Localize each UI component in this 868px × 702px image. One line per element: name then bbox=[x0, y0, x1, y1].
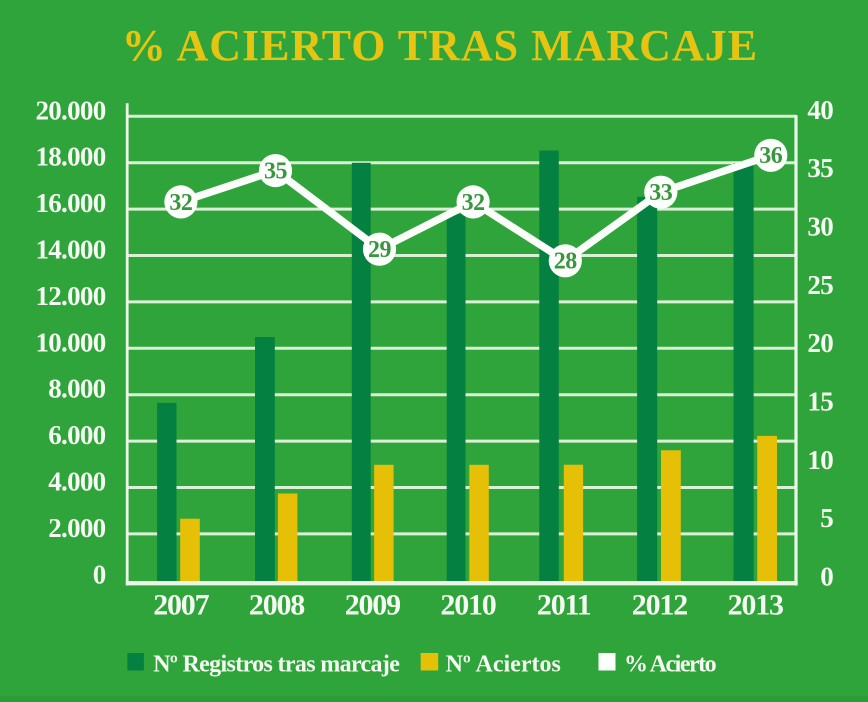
svg-text:10.000: 10.000 bbox=[35, 327, 105, 357]
svg-text:10: 10 bbox=[807, 445, 833, 475]
svg-text:32: 32 bbox=[462, 190, 485, 216]
svg-text:32: 32 bbox=[169, 190, 192, 216]
svg-text:2.000: 2.000 bbox=[48, 513, 105, 543]
svg-text:2012: 2012 bbox=[632, 588, 687, 621]
svg-text:8.000: 8.000 bbox=[48, 374, 105, 404]
svg-text:6.000: 6.000 bbox=[48, 420, 105, 450]
svg-text:14.000: 14.000 bbox=[35, 235, 105, 265]
svg-text:0: 0 bbox=[93, 559, 106, 589]
svg-text:12.000: 12.000 bbox=[35, 281, 105, 311]
svg-text:% ACIERTO TRAS MARCAJE: % ACIERTO TRAS MARCAJE bbox=[122, 21, 758, 70]
svg-text:30: 30 bbox=[807, 212, 833, 242]
svg-text:2008: 2008 bbox=[249, 588, 304, 621]
svg-text:5: 5 bbox=[820, 503, 833, 533]
svg-text:4.000: 4.000 bbox=[48, 467, 105, 497]
svg-text:20: 20 bbox=[807, 328, 833, 358]
svg-text:28: 28 bbox=[554, 249, 578, 275]
svg-text:29: 29 bbox=[368, 237, 392, 263]
svg-text:18.000: 18.000 bbox=[35, 142, 105, 172]
svg-text:2013: 2013 bbox=[728, 588, 783, 621]
svg-text:2007: 2007 bbox=[153, 588, 209, 621]
svg-text:36: 36 bbox=[759, 143, 783, 169]
svg-text:33: 33 bbox=[649, 180, 673, 206]
svg-text:% Acierto: % Acierto bbox=[624, 652, 717, 678]
svg-text:35: 35 bbox=[807, 153, 833, 183]
svg-text:35: 35 bbox=[264, 159, 288, 185]
svg-text:16.000: 16.000 bbox=[35, 188, 105, 218]
svg-text:Nº Registros tras marcaje: Nº Registros tras marcaje bbox=[153, 652, 400, 678]
svg-text:15: 15 bbox=[807, 387, 833, 417]
svg-text:2011: 2011 bbox=[537, 588, 591, 621]
svg-text:25: 25 bbox=[807, 270, 833, 300]
svg-text:20.000: 20.000 bbox=[35, 95, 105, 125]
svg-text:40: 40 bbox=[807, 95, 833, 125]
svg-text:Nº Aciertos: Nº Aciertos bbox=[446, 652, 561, 678]
svg-text:2009: 2009 bbox=[345, 588, 400, 621]
svg-text:2010: 2010 bbox=[440, 588, 495, 621]
svg-text:0: 0 bbox=[820, 562, 833, 592]
